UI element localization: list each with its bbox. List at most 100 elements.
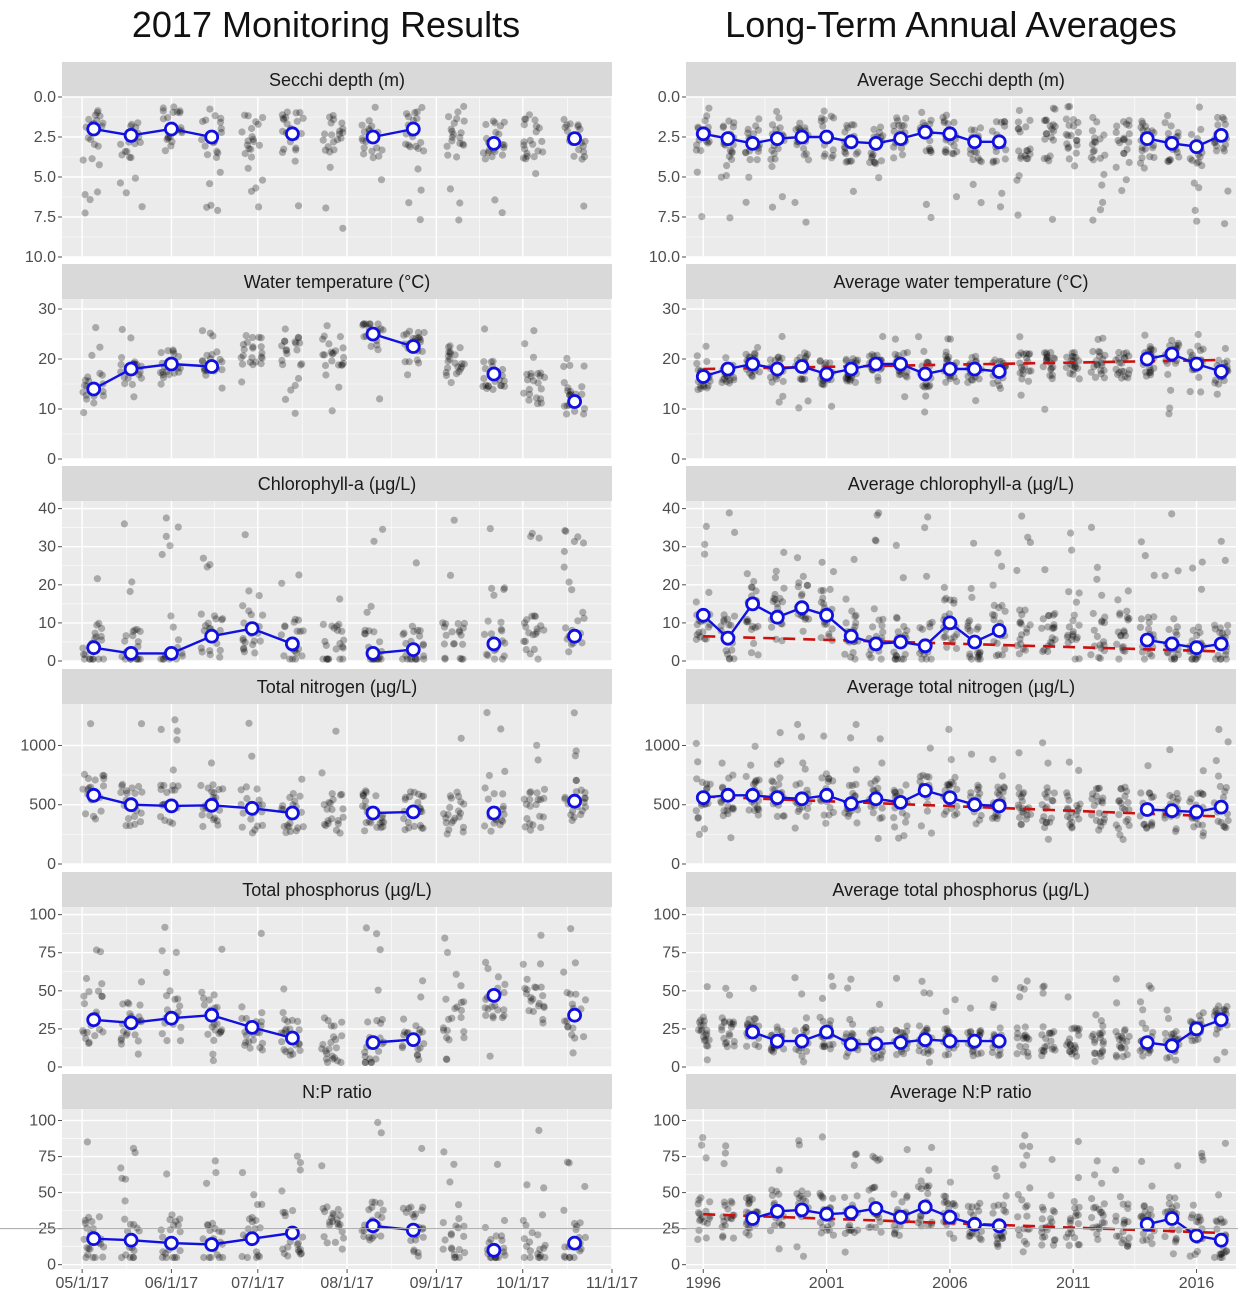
mean-point xyxy=(893,131,908,147)
data-point xyxy=(1168,510,1176,518)
data-point xyxy=(87,135,95,143)
data-point xyxy=(414,165,422,173)
data-point xyxy=(294,202,303,210)
data-point xyxy=(81,209,89,217)
data-point xyxy=(1115,797,1123,805)
data-point xyxy=(176,1002,184,1010)
data-point xyxy=(336,333,344,341)
data-point xyxy=(361,827,369,835)
data-point xyxy=(1074,128,1082,136)
data-point xyxy=(326,113,334,121)
data-point xyxy=(122,822,130,830)
data-point xyxy=(340,1234,348,1242)
data-point xyxy=(926,146,934,154)
mean-point xyxy=(486,1242,502,1258)
mean-point xyxy=(365,1035,381,1050)
data-point xyxy=(1089,609,1097,618)
data-point xyxy=(533,625,541,633)
y-tick-label: 50 xyxy=(38,983,56,1000)
data-point xyxy=(455,628,463,636)
data-point xyxy=(499,365,507,374)
data-point xyxy=(1221,1139,1229,1147)
data-point xyxy=(925,1166,933,1174)
data-point xyxy=(967,126,975,134)
mean-point xyxy=(893,634,908,650)
y-tick-label: 0.0 xyxy=(34,89,56,106)
data-point xyxy=(966,653,974,661)
data-point xyxy=(158,1030,166,1038)
data-point xyxy=(282,347,290,355)
mean-point xyxy=(967,361,982,377)
data-point xyxy=(201,622,210,630)
data-point xyxy=(560,115,568,124)
data-point xyxy=(1211,1253,1219,1262)
data-point xyxy=(370,537,378,545)
mean-point xyxy=(1139,802,1155,817)
data-point xyxy=(1088,1214,1096,1222)
data-point xyxy=(1097,1052,1105,1060)
data-point xyxy=(975,783,983,791)
mean-point xyxy=(284,1030,300,1046)
data-point xyxy=(457,365,465,373)
data-point xyxy=(730,1038,738,1046)
data-point xyxy=(742,198,750,206)
data-point xyxy=(538,137,546,145)
data-point xyxy=(1096,1029,1104,1037)
data-point xyxy=(570,709,578,717)
data-point xyxy=(1196,346,1204,354)
mean-point xyxy=(1139,131,1155,147)
y-tick-label: 0 xyxy=(671,653,680,670)
data-point xyxy=(695,1196,703,1204)
data-point xyxy=(82,1253,90,1262)
mean-point xyxy=(1189,139,1204,155)
data-point xyxy=(749,984,758,993)
data-point xyxy=(405,327,414,335)
data-point xyxy=(164,347,172,355)
data-point xyxy=(525,111,534,119)
data-point xyxy=(405,141,413,149)
mean-point xyxy=(745,596,760,612)
data-point xyxy=(445,348,453,356)
data-point xyxy=(121,380,129,388)
data-point xyxy=(945,725,953,734)
data-point xyxy=(500,141,508,149)
data-point xyxy=(252,1216,260,1224)
y-tick-label: 5.0 xyxy=(658,169,680,186)
panel-strip-label: Water temperature (°C) xyxy=(244,272,431,292)
data-point xyxy=(991,1165,999,1173)
data-point xyxy=(1224,621,1232,629)
data-point xyxy=(1049,797,1057,805)
data-point xyxy=(1074,1137,1082,1146)
data-point xyxy=(239,340,247,349)
data-point xyxy=(488,153,496,161)
data-point xyxy=(896,788,904,796)
data-point xyxy=(1222,655,1230,663)
data-point xyxy=(245,607,253,615)
data-point xyxy=(768,162,776,171)
data-point xyxy=(159,368,167,376)
data-point xyxy=(157,1226,165,1234)
data-point xyxy=(319,351,327,359)
data-point xyxy=(368,122,376,130)
mean-point xyxy=(917,1199,933,1215)
data-point xyxy=(365,117,373,125)
data-point xyxy=(136,1001,144,1009)
data-point xyxy=(1041,566,1049,574)
data-point xyxy=(209,1050,217,1058)
data-point xyxy=(1039,615,1047,623)
data-point xyxy=(321,130,329,138)
data-point xyxy=(500,584,509,592)
data-point xyxy=(170,103,178,111)
data-point xyxy=(325,340,333,348)
data-point xyxy=(1114,596,1122,604)
data-point xyxy=(948,149,956,157)
data-point xyxy=(560,379,568,387)
data-point xyxy=(1046,1029,1054,1037)
data-point xyxy=(241,531,249,539)
data-point xyxy=(1002,1192,1010,1200)
data-point xyxy=(1149,1028,1157,1036)
data-point xyxy=(322,641,330,650)
data-point xyxy=(1038,1241,1046,1249)
data-point xyxy=(177,1023,185,1031)
data-point xyxy=(279,361,287,369)
